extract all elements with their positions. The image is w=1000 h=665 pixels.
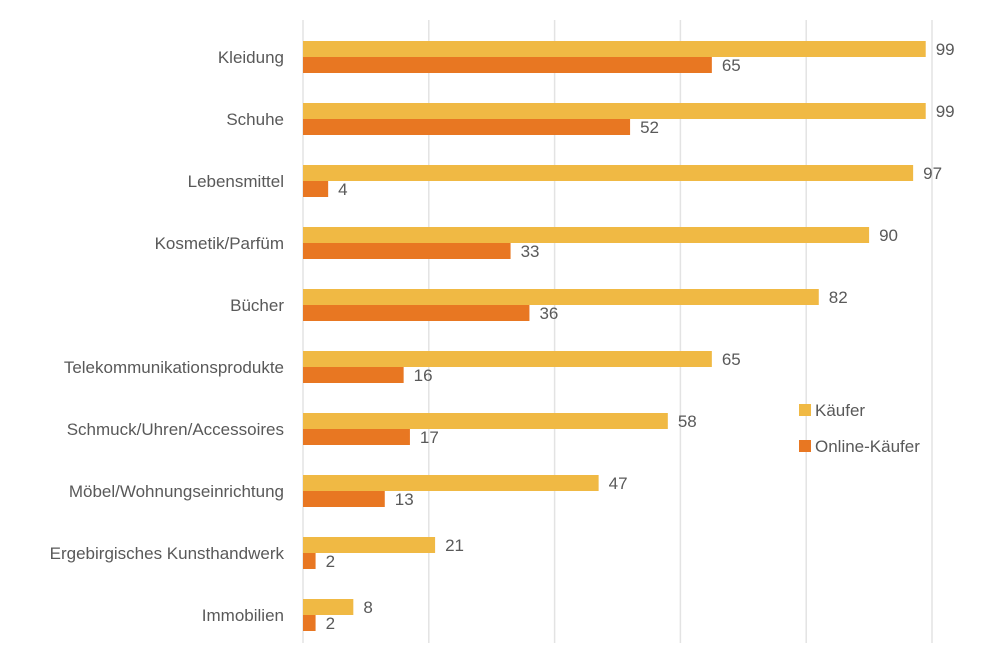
category-label: Kosmetik/Parfüm bbox=[155, 234, 284, 253]
bar-kaeufer bbox=[303, 537, 436, 553]
data-label: 8 bbox=[363, 598, 372, 617]
category-label: Schuhe bbox=[226, 110, 284, 129]
category-labels: Kleidung Schuhe Lebensmittel Kosmetik/Parfü… bbox=[50, 48, 285, 625]
data-label: 21 bbox=[445, 536, 464, 555]
bar-online-kaeufer bbox=[303, 181, 329, 197]
legend: Käufer Online-Käufer bbox=[799, 401, 920, 456]
category-label: Schmuck/Uhren/Accessoires bbox=[67, 420, 284, 439]
legend-label: Online-Käufer bbox=[815, 437, 920, 456]
data-label: 65 bbox=[722, 56, 741, 75]
data-label: 33 bbox=[521, 242, 540, 261]
data-label: 65 bbox=[722, 350, 741, 369]
category-label: Lebensmittel bbox=[188, 172, 284, 191]
bar-kaeufer bbox=[303, 165, 914, 181]
data-label: 13 bbox=[395, 490, 414, 509]
bar-kaeufer bbox=[303, 289, 819, 305]
category-label: Telekommunikationsprodukte bbox=[64, 358, 284, 377]
bar-kaeufer bbox=[303, 475, 599, 491]
data-label: 47 bbox=[609, 474, 628, 493]
data-label: 4 bbox=[338, 180, 347, 199]
data-label: 58 bbox=[678, 412, 697, 431]
bar-kaeufer bbox=[303, 103, 926, 119]
bar-online-kaeufer bbox=[303, 553, 316, 569]
category-label: Immobilien bbox=[202, 606, 284, 625]
bar-online-kaeufer bbox=[303, 615, 316, 631]
data-label: 97 bbox=[923, 164, 942, 183]
category-label: Kleidung bbox=[218, 48, 284, 67]
bar-online-kaeufer bbox=[303, 243, 511, 259]
data-label: 90 bbox=[879, 226, 898, 245]
data-label: 2 bbox=[326, 552, 335, 571]
data-label: 36 bbox=[539, 304, 558, 323]
bar-online-kaeufer bbox=[303, 429, 410, 445]
legend-label: Käufer bbox=[815, 401, 865, 420]
bar-online-kaeufer bbox=[303, 305, 530, 321]
bar-kaeufer bbox=[303, 227, 870, 243]
legend-swatch bbox=[799, 440, 811, 452]
data-label: 16 bbox=[414, 366, 433, 385]
bars bbox=[303, 41, 926, 631]
bar-kaeufer bbox=[303, 351, 712, 367]
bar-kaeufer bbox=[303, 413, 668, 429]
bar-kaeufer bbox=[303, 41, 926, 57]
bar-kaeufer bbox=[303, 599, 354, 615]
data-label: 17 bbox=[420, 428, 439, 447]
bar-online-kaeufer bbox=[303, 119, 631, 135]
legend-swatch bbox=[799, 404, 811, 416]
data-label: 99 bbox=[936, 102, 955, 121]
category-label: Ergebirgisches Kunsthandwerk bbox=[50, 544, 285, 563]
data-label: 52 bbox=[640, 118, 659, 137]
bar-online-kaeufer bbox=[303, 491, 385, 507]
data-label: 99 bbox=[936, 40, 955, 59]
data-label: 2 bbox=[326, 614, 335, 633]
data-label: 82 bbox=[829, 288, 848, 307]
bar-online-kaeufer bbox=[303, 57, 712, 73]
category-label: Möbel/Wohnungseinrichtung bbox=[69, 482, 284, 501]
bar-online-kaeufer bbox=[303, 367, 404, 383]
category-label: Bücher bbox=[230, 296, 284, 315]
